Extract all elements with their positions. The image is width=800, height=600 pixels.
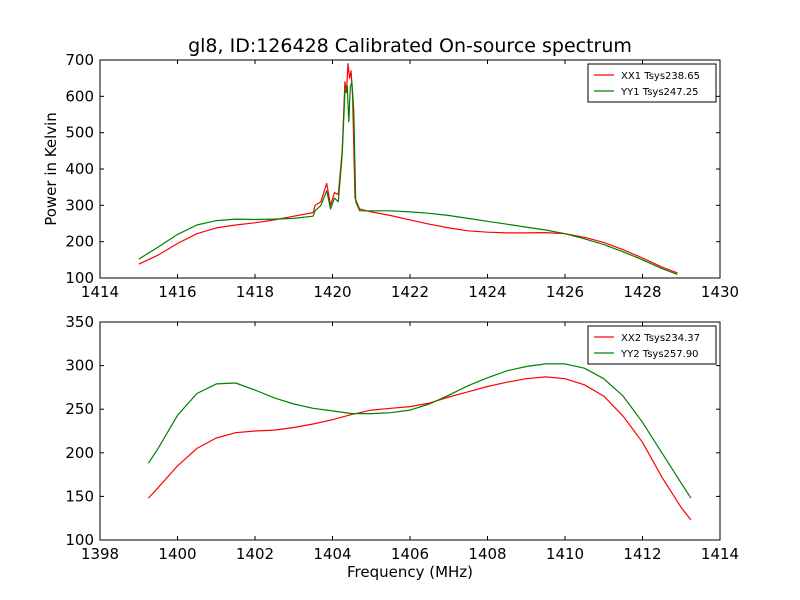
x-tick-label: 1400 [158, 545, 196, 563]
legend-label: XX1 Tsys238.65 [621, 71, 700, 82]
x-tick-label: 1430 [701, 283, 739, 301]
y-tick-label: 350 [65, 313, 94, 331]
y-tick-label: 700 [65, 51, 94, 69]
y-axis-label: Power in Kelvin [42, 112, 60, 226]
x-tick-label: 1406 [391, 545, 429, 563]
x-tick-label: 1428 [623, 283, 661, 301]
y-tick-label: 300 [65, 196, 94, 214]
y-tick-label: 250 [65, 400, 94, 418]
series-line-xx2 [147, 376, 692, 521]
y-tick-label: 300 [65, 357, 94, 375]
y-tick-label: 100 [65, 269, 94, 287]
chart-1: 1414 1416 1418 1420 1422 1424 1426 1428 1430 100 2… [42, 35, 739, 301]
x-tick-label: 1424 [468, 283, 506, 301]
x-tick-label: 1412 [623, 545, 661, 563]
series-line-yy1 [138, 81, 678, 275]
legend-label: YY1 Tsys247.25 [620, 87, 699, 98]
series-line-xx1 [138, 62, 678, 274]
y-tick-label: 500 [65, 124, 94, 142]
legend: XX1 Tsys238.65 YY1 Tsys247.25 [587, 63, 717, 103]
x-tick-label: 1410 [546, 545, 584, 563]
chart-title: gl8, ID:126428 Calibrated On-source spec… [188, 35, 632, 57]
legend: XX2 Tsys234.37 YY2 Tsys257.90 [587, 325, 717, 365]
x-tick-label: 1418 [236, 283, 274, 301]
x-tick-label: 1398 [81, 545, 119, 563]
x-tick-label: 1404 [313, 545, 351, 563]
x-tick-label: 1402 [236, 545, 274, 563]
y-tick-label: 150 [65, 487, 94, 505]
y-tick-label: 400 [65, 160, 94, 178]
x-axis-label: Frequency (MHz) [347, 563, 473, 581]
chart-2: 1398 1400 1402 1404 1406 1408 1410 1412 1414 100 1… [65, 313, 739, 581]
y-tick-label: 600 [65, 87, 94, 105]
x-tick-label: 1422 [391, 283, 429, 301]
x-tick-label: 1426 [546, 283, 584, 301]
legend-box [587, 325, 717, 365]
legend-label: XX2 Tsys234.37 [621, 333, 700, 344]
x-tick-label: 1416 [158, 283, 196, 301]
y-tick-label: 100 [65, 531, 94, 549]
x-tick-label: 1408 [468, 545, 506, 563]
x-tick-label: 1414 [701, 545, 739, 563]
x-tick-label: 1414 [81, 283, 119, 301]
y-tick-label: 200 [65, 233, 94, 251]
y-tick-label: 200 [65, 444, 94, 462]
legend-label: YY2 Tsys257.90 [620, 349, 699, 360]
x-tick-label: 1420 [313, 283, 351, 301]
series-line-yy2 [147, 363, 692, 499]
legend-box [587, 63, 717, 103]
